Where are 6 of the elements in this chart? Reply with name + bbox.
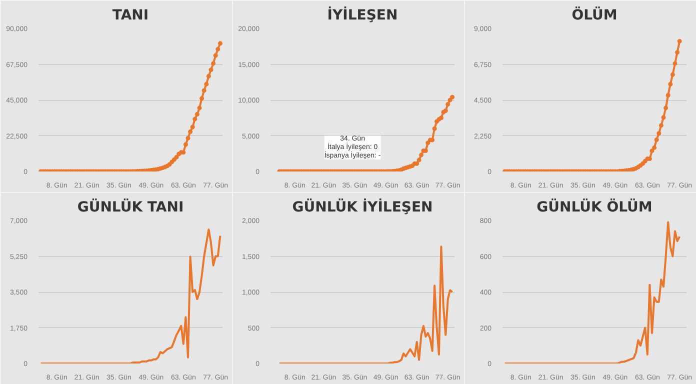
chart-title: İYİLEŞEN <box>327 6 398 24</box>
chart-title: GÜNLÜK İYİLEŞEN <box>292 198 433 216</box>
chart-title: GÜNLÜK ÖLÜM <box>536 198 652 216</box>
chart-title: TANI <box>112 8 149 24</box>
chart-title: ÖLÜM <box>572 6 618 24</box>
chart-title: GÜNLÜK TANI <box>77 198 184 216</box>
